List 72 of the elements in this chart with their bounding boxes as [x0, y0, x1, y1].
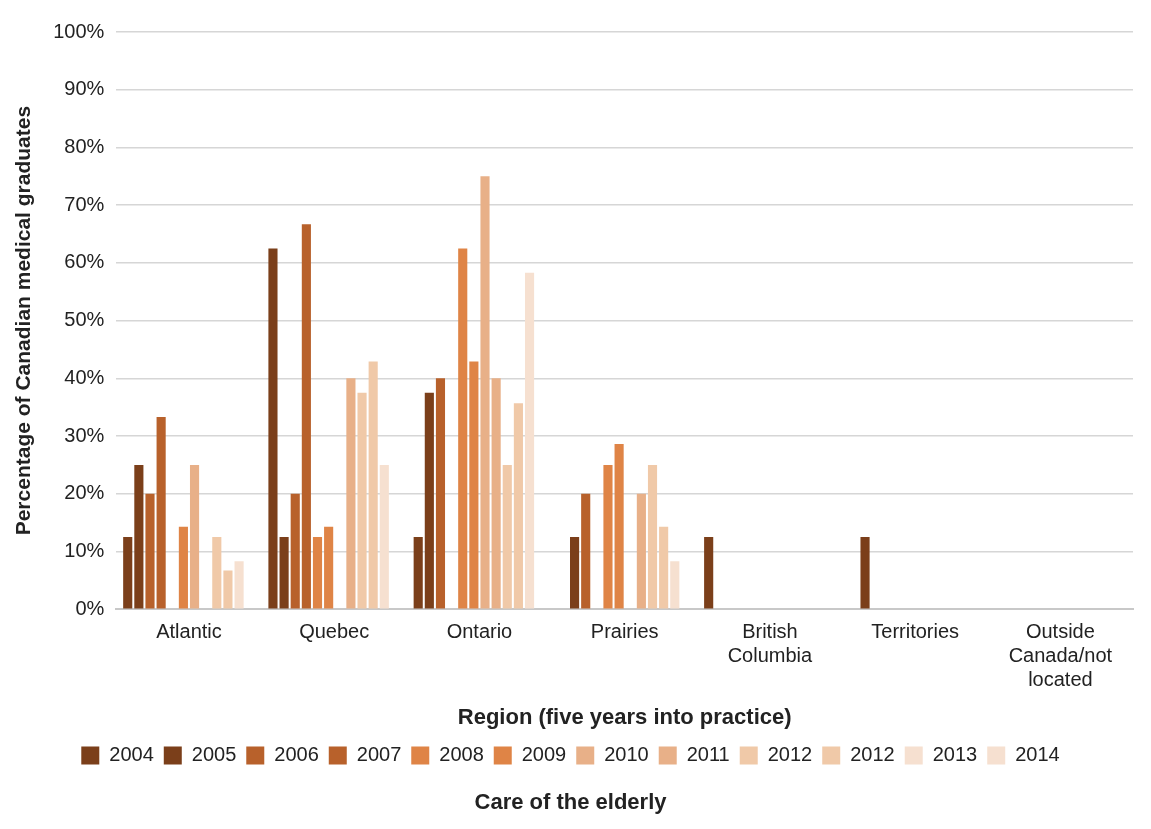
bar — [513, 403, 523, 609]
bar — [123, 537, 133, 609]
bar — [469, 361, 479, 609]
x-tick-label: Outside Canada/not located — [1008, 619, 1113, 690]
bar — [346, 378, 356, 609]
bar — [279, 537, 289, 609]
bar — [301, 224, 311, 609]
y-tick-label: 70% — [64, 192, 105, 215]
bar — [234, 561, 244, 609]
y-tick-label: 40% — [64, 365, 105, 388]
bar — [156, 416, 166, 609]
bar — [603, 464, 613, 609]
x-tick-label: Prairies — [590, 619, 659, 642]
bar — [324, 526, 334, 609]
bar — [670, 561, 680, 609]
x-tick-label: Territories — [871, 619, 960, 642]
y-tick-label: 20% — [64, 481, 105, 504]
bar — [524, 272, 535, 609]
legend-label: 2005 — [191, 743, 237, 766]
bar — [223, 570, 233, 609]
bar — [178, 526, 188, 609]
bar — [614, 444, 624, 609]
bar — [647, 464, 658, 609]
bar — [413, 537, 423, 609]
bar — [189, 464, 200, 609]
bar — [134, 464, 144, 609]
x-tick-label: Ontario — [446, 619, 513, 642]
bar — [458, 248, 468, 609]
bar — [570, 537, 580, 609]
x-tick-label: Atlantic — [156, 619, 222, 642]
x-tick-label: British Columbia — [727, 619, 814, 666]
legend-label: 2009 — [521, 743, 567, 766]
x-axis-title: Region (five years into practice) — [457, 704, 792, 730]
y-tick-label: 80% — [64, 134, 105, 157]
legend-label: 2004 — [109, 743, 154, 766]
legend-label: 2012 — [850, 743, 895, 766]
bar — [424, 392, 434, 609]
legend-label: 2006 — [274, 743, 319, 766]
bar — [704, 537, 714, 609]
y-tick-label: 50% — [64, 308, 105, 331]
y-tick-label: 30% — [64, 423, 105, 446]
bar — [368, 361, 378, 609]
y-tick-label: 10% — [64, 539, 105, 561]
bar — [145, 493, 155, 609]
bar — [491, 378, 501, 609]
legend-label: 2007 — [356, 743, 402, 766]
legend-label: 2013 — [932, 743, 978, 766]
legend-label: 2012 — [767, 743, 813, 766]
bar — [268, 248, 278, 609]
bar — [290, 493, 300, 609]
legend-label: 2010 — [604, 743, 649, 766]
bar — [212, 537, 222, 609]
y-tick-label: 0% — [75, 596, 105, 619]
bar — [435, 378, 446, 609]
y-axis-title: Percentage of Canadian medical graduates — [11, 105, 35, 536]
legend-label: 2011 — [686, 743, 730, 766]
text: Care of the elderly — [474, 788, 668, 814]
y-tick-label: 100% — [53, 19, 105, 42]
bar — [357, 392, 367, 609]
bar — [502, 464, 512, 609]
bar — [581, 493, 591, 609]
legend-label: 2008 — [439, 743, 484, 766]
bar — [379, 464, 389, 609]
bar — [480, 176, 490, 609]
y-tick-label: 60% — [64, 250, 105, 273]
bar — [312, 537, 323, 609]
y-tick-label: 90% — [64, 77, 105, 100]
bar — [860, 537, 870, 609]
legend-label: 2014 — [1015, 743, 1060, 766]
bar — [659, 526, 669, 609]
x-tick-label: Quebec — [299, 619, 370, 642]
bar — [636, 493, 646, 609]
